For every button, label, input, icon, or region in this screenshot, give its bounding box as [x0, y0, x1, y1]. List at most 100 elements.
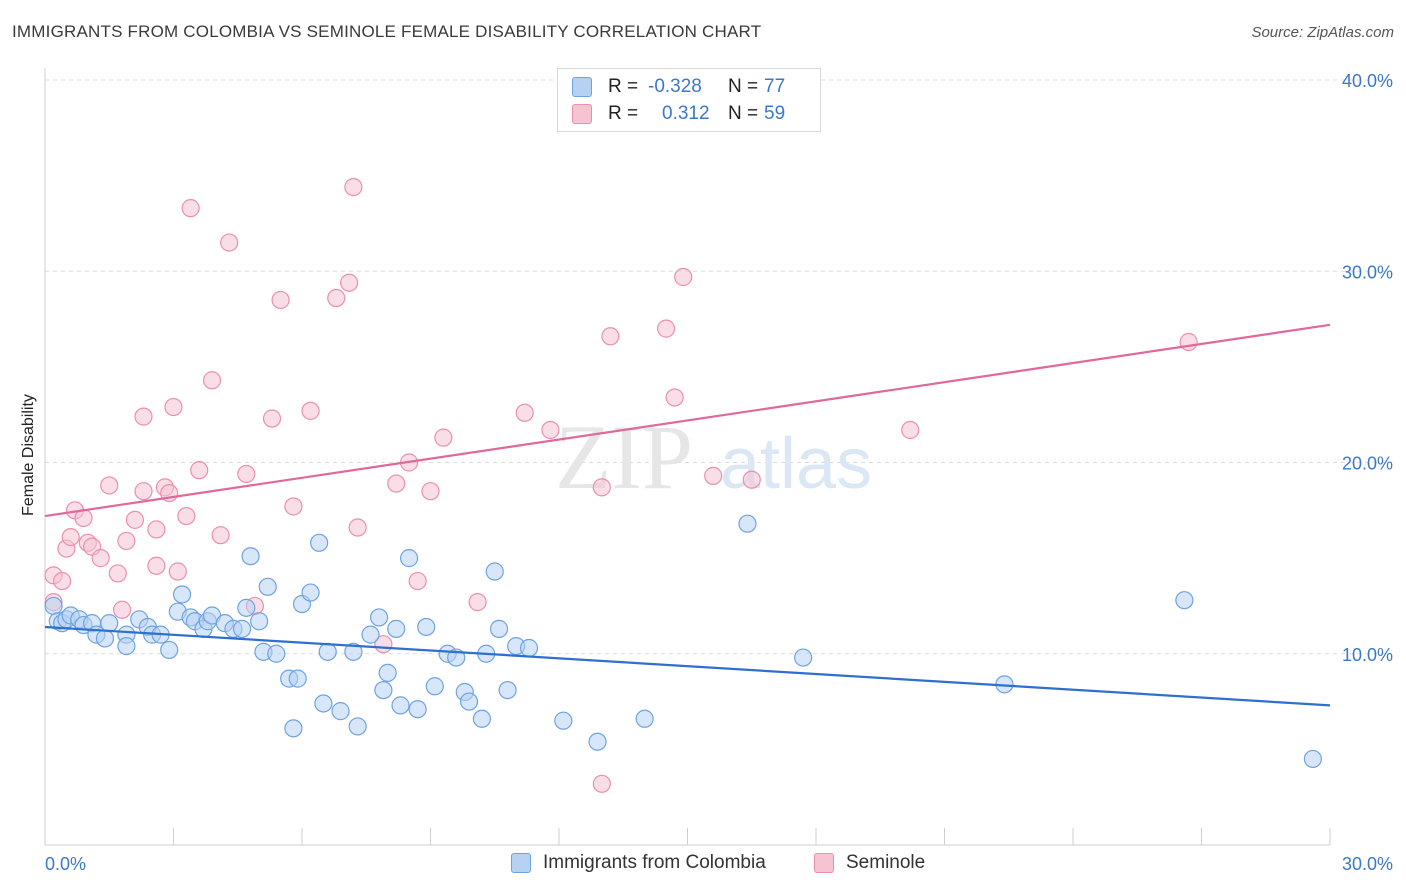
tick-labels: 10.0% 20.0% 30.0% 40.0% 0.0% 30.0%: [45, 71, 1393, 874]
colombia-point: [344, 642, 363, 661]
seminole-point: [125, 510, 145, 529]
seminole-point: [100, 476, 119, 495]
colombia-point: [635, 709, 654, 728]
seminole-point: [421, 482, 440, 501]
seminole-point: [327, 288, 346, 308]
colombia-trend-line: [44, 625, 1331, 707]
colombia-point: [1303, 749, 1322, 769]
seminole-point: [348, 518, 367, 537]
trend-lines: [44, 323, 1331, 707]
colombia-point: [258, 577, 277, 596]
colombia-point: [374, 680, 393, 700]
colombia-points: [44, 514, 1322, 769]
seminole-point: [108, 564, 127, 583]
seminole-point: [592, 478, 611, 497]
colombia-point: [318, 642, 337, 661]
legend-n-value: 59: [764, 103, 786, 124]
seminole-point: [434, 428, 453, 447]
colombia-point: [314, 694, 333, 713]
colombia-point: [241, 547, 260, 566]
series-legend: Immigrants from Colombia Seminole: [0, 852, 1406, 878]
legend-item-seminole[interactable]: Seminole: [814, 852, 925, 874]
legend-swatch-seminole: [814, 853, 834, 873]
colombia-point: [250, 612, 269, 631]
colombia-point: [100, 614, 119, 633]
y-axis-label: Female Disability: [20, 394, 37, 516]
legend-r-value: -0.328: [648, 76, 702, 97]
seminole-point: [387, 474, 406, 493]
legend-n-label: N =: [728, 103, 759, 124]
colombia-point: [331, 702, 350, 721]
colombia-point: [237, 598, 256, 617]
legend-label-colombia: Immigrants from Colombia: [543, 852, 766, 873]
colombia-point: [310, 533, 329, 552]
legend-r-label: R =: [608, 103, 639, 124]
seminole-point: [134, 482, 153, 501]
seminole-point: [53, 571, 72, 591]
seminole-point: [112, 600, 132, 619]
seminole-point: [190, 461, 209, 480]
seminole-point: [164, 397, 183, 417]
seminole-point: [704, 466, 723, 485]
colombia-point: [267, 644, 286, 663]
seminole-point: [134, 407, 153, 426]
legend-row-colombia: R = -0.328 N = 77: [572, 75, 785, 99]
colombia-point: [172, 585, 192, 604]
seminole-point: [284, 497, 303, 516]
legend-label-seminole: Seminole: [846, 852, 926, 873]
colombia-point: [738, 514, 757, 533]
colombia-point: [387, 619, 406, 638]
y-tick-label: 10.0%: [1342, 645, 1393, 665]
colombia-point: [794, 648, 813, 667]
colombia-point: [288, 669, 307, 688]
seminole-point: [592, 774, 611, 793]
legend-r-value: 0.312: [662, 103, 710, 124]
legend-item-colombia[interactable]: Immigrants from Colombia: [511, 852, 766, 874]
seminole-point: [271, 290, 290, 310]
colombia-point: [301, 583, 320, 602]
axes: [44, 68, 1331, 846]
seminole-point: [340, 273, 359, 292]
legend-n-label: N =: [728, 76, 759, 97]
seminole-point: [515, 403, 534, 422]
colombia-point: [44, 596, 63, 616]
colombia-point: [232, 619, 252, 638]
seminole-trend-line: [44, 323, 1331, 518]
colombia-point: [472, 709, 491, 728]
seminole-point: [147, 520, 166, 539]
colombia-point: [1175, 591, 1194, 610]
colombia-point: [489, 619, 509, 638]
colombia-point: [519, 638, 539, 658]
legend-n-value: 77: [764, 76, 786, 97]
colombia-point: [95, 629, 115, 648]
seminole-point: [742, 470, 761, 489]
colombia-point: [425, 677, 444, 696]
seminole-point: [91, 549, 110, 568]
seminole-point: [656, 319, 676, 338]
colombia-point: [378, 663, 397, 682]
legend-swatch-colombia: [511, 853, 531, 873]
seminole-point: [202, 371, 222, 390]
colombia-point: [485, 562, 504, 581]
colombia-point: [348, 717, 367, 736]
y-tick-label: 30.0%: [1342, 262, 1393, 282]
seminole-point: [262, 409, 282, 428]
seminole-point: [168, 562, 187, 581]
y-tick-label: 40.0%: [1342, 71, 1393, 91]
watermark: ZIP atlas: [555, 406, 872, 508]
colombia-point: [498, 680, 517, 700]
seminole-point: [237, 464, 256, 484]
colombia-point: [160, 640, 179, 660]
colombia-point: [284, 719, 303, 738]
legend-swatch-seminole: [572, 104, 592, 124]
gridlines: [45, 79, 1392, 655]
seminole-point: [147, 556, 166, 575]
correlation-legend: R = -0.328 N = 77 R = 0.312 N = 59: [557, 68, 821, 132]
seminole-point: [674, 267, 693, 287]
colombia-point: [588, 732, 607, 751]
seminole-point: [1179, 332, 1198, 352]
seminole-point: [301, 401, 320, 420]
legend-r-label: R =: [608, 76, 639, 97]
watermark-zip: ZIP: [555, 406, 693, 508]
